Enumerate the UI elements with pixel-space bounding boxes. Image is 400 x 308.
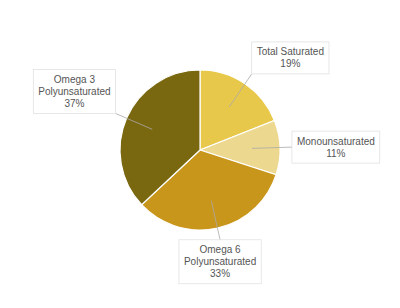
label-line: Omega 3 — [54, 74, 96, 85]
label-box — [179, 240, 261, 284]
pie-slice — [120, 70, 200, 205]
value-label: 33% — [210, 268, 230, 279]
leader-lines — [116, 74, 292, 240]
label-box — [252, 42, 329, 74]
label-line: Polyunsaturated — [38, 86, 110, 97]
category-label: Monounsaturated — [297, 136, 375, 147]
label-line: Polyunsaturated — [184, 256, 256, 267]
label-line: Omega 6 — [199, 244, 241, 255]
value-label: 37% — [64, 98, 84, 109]
leader-line — [211, 201, 220, 240]
label-box — [33, 69, 115, 113]
annotation: Monounsaturated11% — [292, 131, 380, 163]
chart: Total Saturated19% Monounsaturated11% Omeg… — [0, 0, 400, 308]
label-line: Total Saturated — [257, 46, 324, 57]
leader-line — [252, 147, 292, 148]
slices — [120, 70, 280, 230]
annotation: Omega 3Polyunsaturated37% — [33, 69, 115, 113]
category-label: Total Saturated — [257, 46, 324, 57]
annotation: Omega 6Polyunsaturated33% — [179, 240, 261, 284]
labels: Total Saturated19% Monounsaturated11% Omeg… — [33, 42, 380, 284]
value-label: 11% — [326, 148, 345, 159]
leader-line — [229, 74, 251, 107]
leader-line — [116, 113, 153, 129]
category-label: Omega 6Polyunsaturated — [184, 244, 256, 267]
label-box — [292, 131, 380, 163]
category-label: Omega 3Polyunsaturated — [38, 74, 110, 97]
value-label: 19% — [280, 58, 300, 69]
label-line: Monounsaturated — [297, 136, 375, 147]
annotation: Total Saturated19% — [252, 42, 329, 74]
